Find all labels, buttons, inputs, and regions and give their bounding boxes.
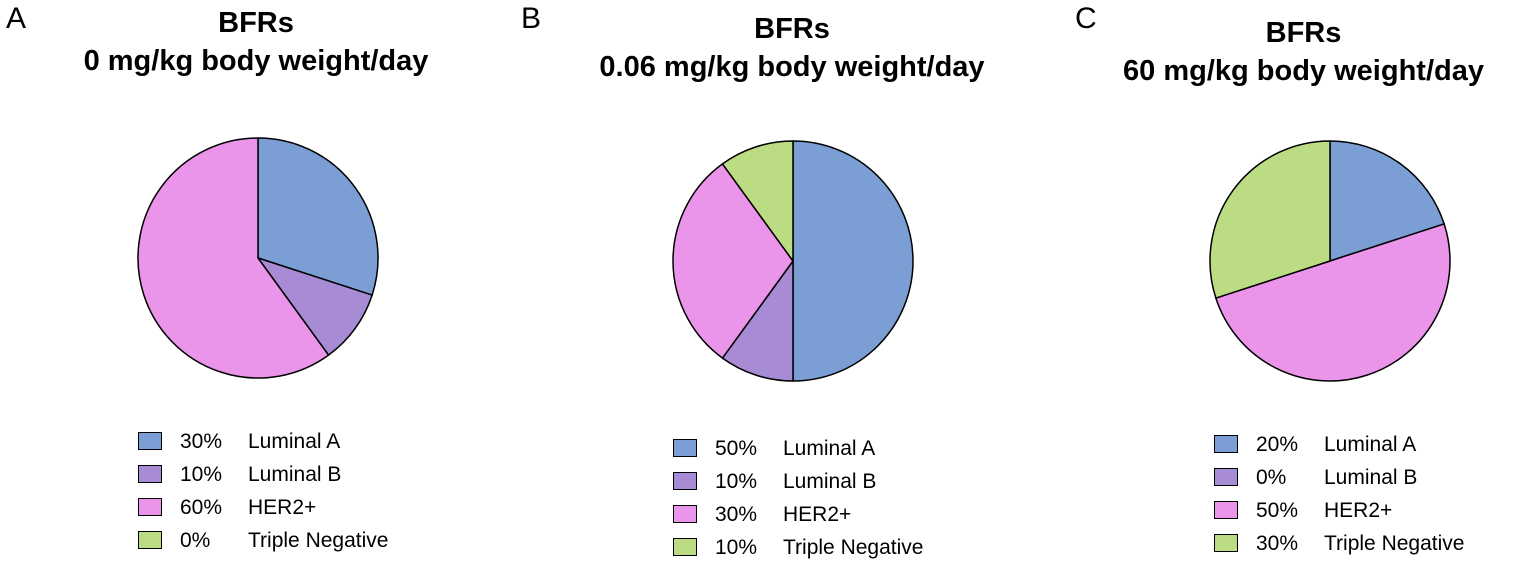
chart-title-line: BFRs: [218, 7, 294, 39]
legend-label: HER2+: [248, 496, 317, 519]
legend-label: Triple Negative: [1324, 532, 1465, 555]
legend-percent: 60%: [180, 496, 223, 519]
legend-label: HER2+: [1324, 499, 1393, 522]
pie-slice-luminal-a: [792, 140, 914, 382]
legend-swatch: [673, 505, 697, 523]
legend-swatch: [1214, 435, 1238, 453]
chart-title-line: BFRs: [754, 13, 830, 45]
chart-subtitle: 60 mg/kg body weight/day: [1123, 55, 1484, 87]
panel-a: A BFRs 0 mg/kg body weight/day 30% Lumin…: [0, 0, 512, 578]
chart-title-line: BFRs: [1265, 17, 1342, 49]
legend-percent: 0%: [1256, 466, 1287, 489]
chart-title: BFRs 0 mg/kg body weight/day: [0, 4, 512, 80]
legend-label: HER2+: [783, 503, 852, 526]
legend-percent: 0%: [180, 529, 211, 552]
pie-chart: [137, 137, 379, 379]
pie-slice-triple-negative: [721, 140, 794, 262]
legend-percent: 10%: [715, 536, 758, 559]
pie-slice-her2: [1215, 223, 1451, 382]
panel-letter: C: [1075, 2, 1097, 35]
legend-label: Luminal A: [248, 430, 341, 453]
chart-subtitle: 0.06 mg/kg body weight/day: [599, 51, 985, 83]
legend-percent: 10%: [180, 463, 223, 486]
legend-swatch: [673, 538, 697, 556]
panel-c: C BFRs 60 mg/kg body weight/day 20% Lumi…: [1072, 0, 1535, 578]
panel-b: B BFRs 0.06 mg/kg body weight/day 50% Lu…: [512, 0, 1072, 578]
legend-label: Triple Negative: [783, 536, 924, 559]
legend-label: Luminal B: [248, 463, 342, 486]
legend-percent: 50%: [715, 437, 758, 460]
pie-slice-her2: [137, 137, 330, 379]
legend-swatch: [138, 531, 162, 549]
pie-slice-triple-negative: [1209, 140, 1331, 299]
legend-label: Luminal A: [783, 437, 876, 460]
legend-percent: 30%: [1256, 532, 1299, 555]
legend-swatch: [1214, 468, 1238, 486]
chart-subtitle: 0 mg/kg body weight/day: [83, 45, 429, 77]
legend-swatch: [673, 472, 697, 490]
legend-swatch: [673, 439, 697, 457]
legend-swatch: [1214, 501, 1238, 519]
chart-title: BFRs 60 mg/kg body weight/day: [1072, 14, 1535, 90]
legend-swatch: [138, 498, 162, 516]
legend-swatch: [138, 432, 162, 450]
pie-slice-her2: [672, 163, 794, 359]
legend-label: Luminal A: [1324, 433, 1417, 456]
pie-chart: [672, 140, 914, 382]
panel-letter: B: [521, 2, 542, 35]
panel-letter: A: [6, 2, 27, 35]
legend-swatch: [1214, 534, 1238, 552]
legend-label: Triple Negative: [248, 529, 389, 552]
legend-label: Luminal B: [1324, 466, 1418, 489]
pie-slice-luminal-b: [257, 257, 373, 356]
legend-percent: 30%: [180, 430, 223, 453]
legend-label: Luminal B: [783, 470, 877, 493]
pie-slice-luminal-b: [721, 260, 794, 382]
chart-title: BFRs 0.06 mg/kg body weight/day: [512, 10, 1072, 86]
legend-percent: 10%: [715, 470, 758, 493]
legend-percent: 50%: [1256, 499, 1299, 522]
legend-percent: 30%: [715, 503, 758, 526]
legend-percent: 20%: [1256, 433, 1299, 456]
pie-chart: [1209, 140, 1451, 382]
legend-swatch: [138, 465, 162, 483]
pie-slice-luminal-a: [1329, 140, 1445, 262]
pie-slice-luminal-a: [257, 137, 379, 296]
